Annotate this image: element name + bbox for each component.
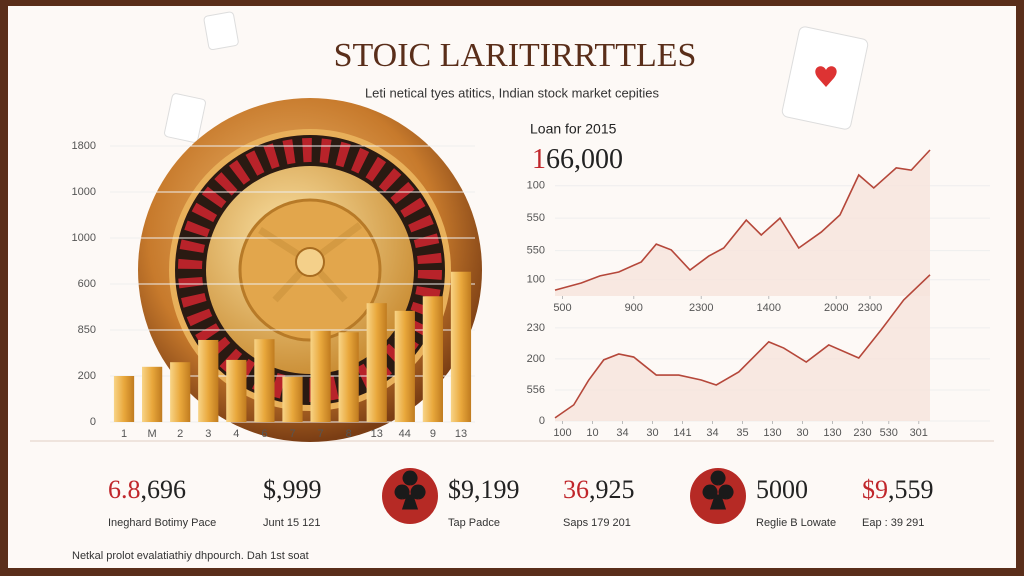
stat-rest: ,925 — [589, 475, 635, 504]
bar — [422, 296, 443, 422]
y-tick-label: 550 — [527, 244, 545, 256]
bar — [282, 376, 303, 422]
x-tick-label: 9 — [430, 428, 436, 440]
x-tick-label: 141 — [673, 427, 691, 439]
chart-title: Loan for 2015 — [530, 121, 617, 137]
stat-rest: ,696 — [141, 475, 187, 504]
x-tick-label: M — [148, 428, 157, 440]
bar — [254, 339, 275, 422]
x-tick-label: 30 — [796, 427, 808, 439]
y-tick-label: 230 — [527, 322, 545, 334]
x-tick-label: 34 — [706, 427, 718, 439]
bar — [310, 330, 331, 422]
y-tick-label: 1000 — [72, 186, 96, 198]
x-tick-label: 130 — [823, 427, 841, 439]
x-tick-label: 30 — [646, 427, 658, 439]
x-tick-label: 2 — [177, 428, 183, 440]
x-tick-label: 530 — [880, 427, 898, 439]
title: STOIC LARITIRRTTLES — [334, 37, 697, 74]
x-tick-label: 2300 — [858, 302, 882, 314]
area — [555, 274, 930, 421]
club-icon — [702, 470, 734, 510]
bar — [394, 310, 415, 422]
bar — [226, 359, 247, 422]
x-tick-label: 44 — [399, 428, 411, 440]
x-tick-label: 13 — [455, 428, 467, 440]
stat-accent: 6.8 — [108, 475, 141, 504]
x-tick-label: 6 — [261, 428, 267, 440]
stat-label: Eap : 39 291 — [862, 517, 924, 529]
divider — [30, 440, 994, 442]
stat-accent: 36 — [563, 475, 589, 504]
bar — [170, 362, 191, 422]
bar — [450, 271, 472, 422]
y-tick-label: 0 — [90, 416, 96, 428]
x-tick-label: 3 — [205, 428, 211, 440]
stat-rest: 5000 — [756, 475, 808, 504]
stat-rest: $,999 — [263, 475, 322, 504]
y-tick-label: 556 — [527, 384, 545, 396]
big-figure: 166,000 — [532, 144, 623, 175]
stat-label: Junt 15 121 — [263, 517, 321, 529]
subtitle: Leti netical tyes atitics, Indian stock … — [365, 85, 660, 100]
x-tick-label: 10 — [586, 427, 598, 439]
x-tick-label: 8 — [346, 428, 352, 440]
stat-label: Reglie B Lowate — [756, 517, 836, 529]
x-tick-label: 1400 — [757, 302, 781, 314]
stat-value: $9,199 — [448, 475, 520, 504]
x-tick-label: 100 — [553, 427, 571, 439]
x-tick-label: 7 — [289, 428, 295, 440]
x-tick-label: 35 — [736, 427, 748, 439]
x-tick-label: 1 — [121, 428, 127, 440]
stat-rest: $9,199 — [448, 475, 520, 504]
y-tick-label: 0 — [539, 415, 545, 427]
big-figure-rest: 66,000 — [546, 144, 623, 175]
y-tick-label: 100 — [527, 274, 545, 286]
bar — [113, 376, 135, 422]
bar — [338, 332, 359, 422]
stat-label: Saps 179 201 — [563, 517, 631, 529]
card-decor — [164, 11, 869, 143]
x-tick-label: 34 — [616, 427, 628, 439]
y-tick-label: 1800 — [72, 140, 96, 152]
x-tick-label: 7 — [318, 428, 324, 440]
y-tick-label: 600 — [78, 278, 96, 290]
x-tick-label: 4 — [233, 428, 239, 440]
stat-rest: ,559 — [888, 475, 934, 504]
y-tick-label: 100 — [527, 180, 545, 192]
bar — [142, 366, 163, 422]
stat-value: $,999 — [263, 475, 322, 504]
stat-value: 6.8,696 — [108, 475, 186, 504]
y-tick-label: 200 — [527, 353, 545, 365]
y-tick-label: 850 — [78, 324, 96, 336]
x-tick-label: 2300 — [689, 302, 713, 314]
footer: Netkal prolot evalatiathiy dhpourch. Dah… — [72, 550, 309, 562]
area — [555, 150, 930, 296]
stat-value: $9,559 — [862, 475, 934, 504]
line — [554, 149, 931, 291]
stat-value: 36,925 — [563, 475, 635, 504]
x-tick-label: 230 — [853, 427, 871, 439]
stat-label: Tap Padce — [448, 517, 500, 529]
x-tick-label: 900 — [625, 302, 643, 314]
stat-label: Ineghard Botimy Pace — [108, 517, 216, 529]
bar — [198, 339, 219, 422]
y-tick-label: 550 — [527, 212, 545, 224]
x-tick-label: 130 — [763, 427, 781, 439]
x-tick-label: 13 — [371, 428, 383, 440]
bar — [366, 303, 387, 422]
stat-value: 5000 — [756, 475, 808, 504]
club-icon — [394, 470, 426, 510]
stat-accent: $9 — [862, 475, 888, 504]
x-tick-label: 500 — [553, 302, 571, 314]
y-tick-label: 1000 — [72, 232, 96, 244]
x-tick-label: 2000 — [824, 302, 848, 314]
x-tick-label: 301 — [910, 427, 928, 439]
big-figure-accent: 1 — [532, 144, 546, 175]
line — [554, 274, 931, 419]
y-tick-label: 200 — [78, 370, 96, 382]
